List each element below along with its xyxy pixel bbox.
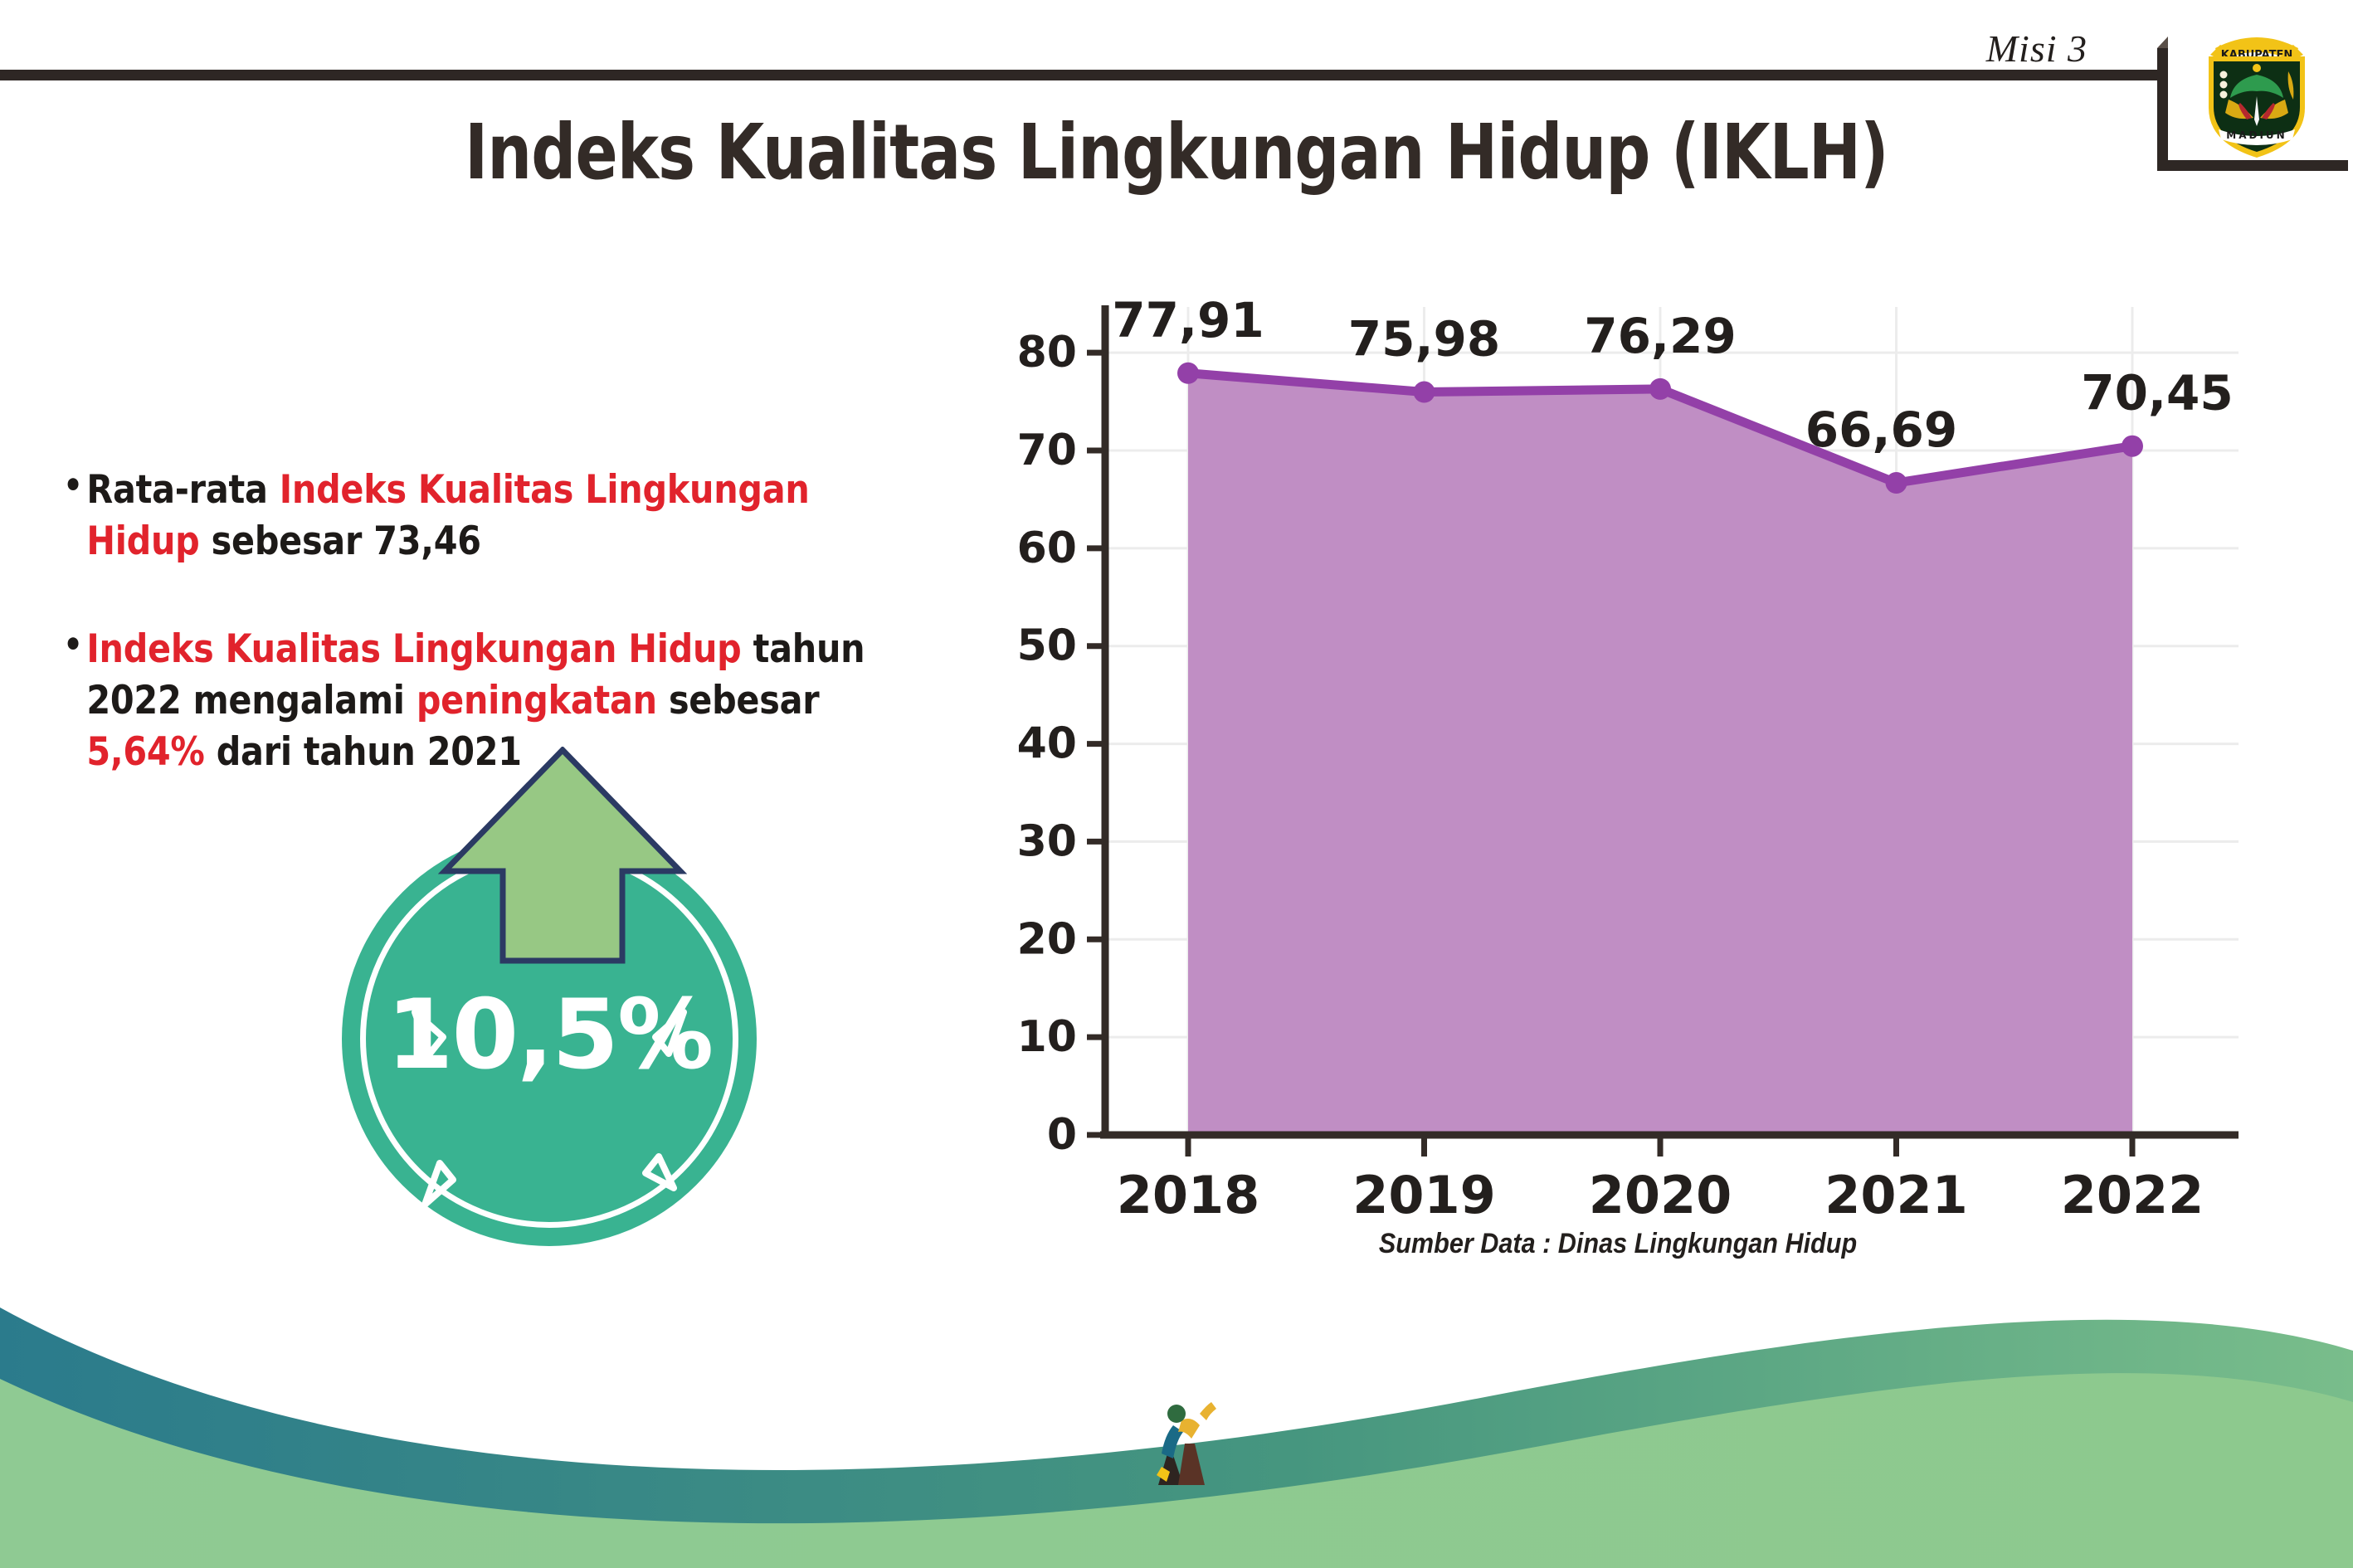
list-item: Rata-rata Indeks Kualitas Lingkungan Hid… <box>63 462 875 567</box>
y-tick-label: 50 <box>1017 621 1077 671</box>
data-label: 76,29 <box>1584 308 1736 364</box>
chart-axes <box>1087 305 2239 1157</box>
list-item: Indeks Kualitas Lingkungan Hidup tahun 2… <box>63 621 875 778</box>
text-segment-1: tahun 2022 mengalami <box>86 626 865 724</box>
x-tick-label: 2019 <box>1352 1165 1496 1225</box>
y-tick-label: 40 <box>1017 719 1077 769</box>
chart-source-note: Sumber Data : Dinas Lingkungan Hidup <box>1378 1228 1858 1259</box>
y-tick-label: 60 <box>1017 523 1077 573</box>
text-segment-0: Indeks Kualitas Lingkungan Hidup <box>86 626 742 673</box>
bullet-text-1: Indeks Kualitas Lingkungan Hidup tahun 2… <box>65 624 875 778</box>
logo-bracket <box>2157 37 2348 171</box>
insights-panel: Rata-rata Indeks Kualitas Lingkungan Hid… <box>63 462 986 778</box>
x-tick-label: 2022 <box>2061 1165 2204 1225</box>
text-segment-2: sebesar 73,46 <box>199 519 481 565</box>
text-segment-4: 5,64% <box>86 729 205 776</box>
y-tick-label: 30 <box>1017 816 1077 866</box>
text-segment-0: Rata-rata <box>86 467 280 513</box>
chart-data-labels: 77,91 75,98 76,29 66,69 70,45 <box>1112 299 2233 458</box>
up-arrow-icon <box>438 747 687 964</box>
bullet-text-0: Rata-rata Indeks Kualitas Lingkungan Hid… <box>65 465 875 567</box>
statistics-mascot-icon <box>1157 1402 1216 1485</box>
iklh-area-chart: 0 10 20 30 40 50 60 70 80 2018 2019 2020 2021 2022 7… <box>971 299 2282 1294</box>
y-tick-label: 20 <box>1017 914 1077 964</box>
footer-wave <box>0 1307 2353 1568</box>
y-tick-label: 70 <box>1017 426 1077 475</box>
x-tick-label: 2021 <box>1824 1165 1968 1225</box>
chart-canvas: 0 10 20 30 40 50 60 70 80 2018 2019 2020 2021 2022 7… <box>1017 299 2239 1225</box>
mission-label: Misi 3 <box>1985 27 2087 70</box>
data-label: 75,98 <box>1348 311 1500 368</box>
badge-value: 10,5% <box>386 979 714 1091</box>
text-segment-3: sebesar <box>656 678 820 724</box>
crest-bottom-label: MADIUN <box>2226 129 2287 141</box>
bracket-vertical-bar <box>2157 48 2168 171</box>
text-segment-1: Indeks Kualitas Lingkungan Hidup <box>86 467 810 565</box>
chart-area-series <box>1177 362 2143 1135</box>
page-title: Indeks Kualitas Lingkungan Hidup (IKLH) <box>465 108 1888 197</box>
data-label: 66,69 <box>1805 402 1957 458</box>
header-rule <box>0 70 2157 80</box>
data-label: 77,91 <box>1112 299 1264 348</box>
bracket-horizontal-bar <box>2157 160 2348 171</box>
y-tick-label: 10 <box>1017 1012 1077 1062</box>
growth-badge: 10,5% <box>332 747 797 1246</box>
y-tick-label: 80 <box>1017 328 1077 377</box>
text-segment-2: peningkatan <box>416 678 657 724</box>
y-tick-label: 0 <box>1047 1110 1077 1160</box>
data-label: 70,45 <box>2081 365 2233 421</box>
bracket-bevel <box>2157 37 2168 48</box>
text-segment-5: dari tahun 2021 <box>204 729 522 776</box>
chart-x-tick-labels: 2018 2019 2020 2021 2022 <box>1117 1165 2204 1225</box>
x-tick-label: 2020 <box>1589 1165 1732 1225</box>
x-tick-label: 2018 <box>1117 1165 1260 1225</box>
kabupaten-madiun-crest-icon: KABUPATEN MADIUN <box>2209 37 2305 158</box>
chart-y-tick-labels: 0 10 20 30 40 50 60 70 80 <box>1017 328 1077 1160</box>
badge-corner-ticks-icon <box>412 1009 687 1208</box>
